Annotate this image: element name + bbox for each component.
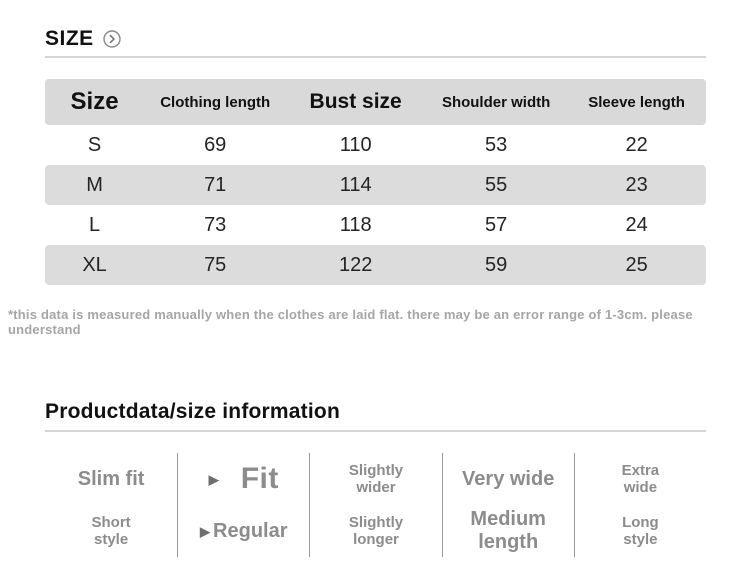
chevron-circle-icon[interactable] [102, 30, 121, 48]
column-header-clothing-length: Clothing length [144, 79, 287, 125]
length-option-regular-label: Regular [213, 519, 288, 542]
shoulder-width-value: 55 [425, 165, 568, 205]
fit-option-fit-label: Fit [240, 461, 279, 495]
triangle-marker-icon: ▶ [208, 471, 219, 487]
measurement-disclaimer-note: *this data is measured manually when the… [8, 307, 693, 337]
column-header-bust-size: Bust size [286, 79, 426, 125]
fit-option-slightly-wider: Slightly wider [309, 453, 441, 505]
length-option-medium-length: Medium length [441, 505, 574, 557]
size-table: Size Clothing length Bust size Shoulder … [45, 79, 706, 285]
length-option-short-style: Short style [91, 513, 131, 548]
sleeve-length-value: 25 [567, 245, 706, 285]
size-label: S [87, 133, 102, 156]
size-label: L [89, 213, 101, 236]
fit-option-slim-fit: Slim fit [77, 467, 145, 490]
sleeve-length-value: 24 [625, 213, 648, 236]
bust-size-value: 122 [286, 245, 426, 285]
size-chart-section: SIZE Size Clothing length Bust size Shou… [45, 0, 706, 285]
size-label: XL [45, 245, 145, 285]
shoulder-width-value: 57 [484, 213, 508, 236]
size-header: SIZE [45, 0, 706, 58]
triangle-marker-icon: ▶ [200, 523, 211, 539]
shoulder-width-value: 59 [425, 245, 568, 285]
size-label: M [45, 165, 145, 205]
bust-size-value: 118 [339, 213, 372, 236]
sleeve-length-value: 23 [567, 165, 706, 205]
table-row-m: M 71 114 55 23 [45, 165, 706, 205]
fit-option-very-wide: Very wide [441, 453, 574, 505]
clothing-length-value: 73 [204, 213, 227, 236]
clothing-length-value: 71 [144, 165, 287, 205]
size-table-header-row: Size Clothing length Bust size Shoulder … [45, 79, 706, 125]
table-row-s: S 69 110 53 22 [45, 125, 706, 165]
clothing-length-value: 75 [144, 245, 287, 285]
sleeve-length-value: 22 [625, 133, 648, 156]
product-data-header: Productdata/size information [45, 400, 706, 432]
fit-selected-fit: ▶ Fit [177, 453, 309, 505]
length-selected-regular: ▶ Regular [177, 505, 309, 557]
bust-size-value: 114 [286, 165, 426, 205]
length-option-slightly-longer: Slightly longer [309, 505, 441, 557]
table-row-l: L 73 118 57 24 [45, 205, 706, 245]
table-row-xl: XL 75 122 59 25 [45, 245, 706, 285]
column-header-shoulder-width: Shoulder width [425, 79, 568, 125]
size-section-title: SIZE [45, 27, 94, 50]
length-option-long-style: Long style [573, 505, 706, 557]
fit-option-extra-wide: Extra wide [573, 453, 706, 505]
shoulder-width-value: 53 [484, 133, 508, 156]
fit-indicator-grid: Slim fit ▶ Fit Slightly wider Very wide … [45, 453, 706, 557]
column-header-size: Size [45, 79, 145, 125]
product-section-title: Productdata/size information [45, 400, 340, 423]
column-header-sleeve-length: Sleeve length [567, 79, 706, 125]
clothing-length-value: 69 [204, 133, 227, 156]
bust-size-value: 110 [339, 133, 372, 156]
